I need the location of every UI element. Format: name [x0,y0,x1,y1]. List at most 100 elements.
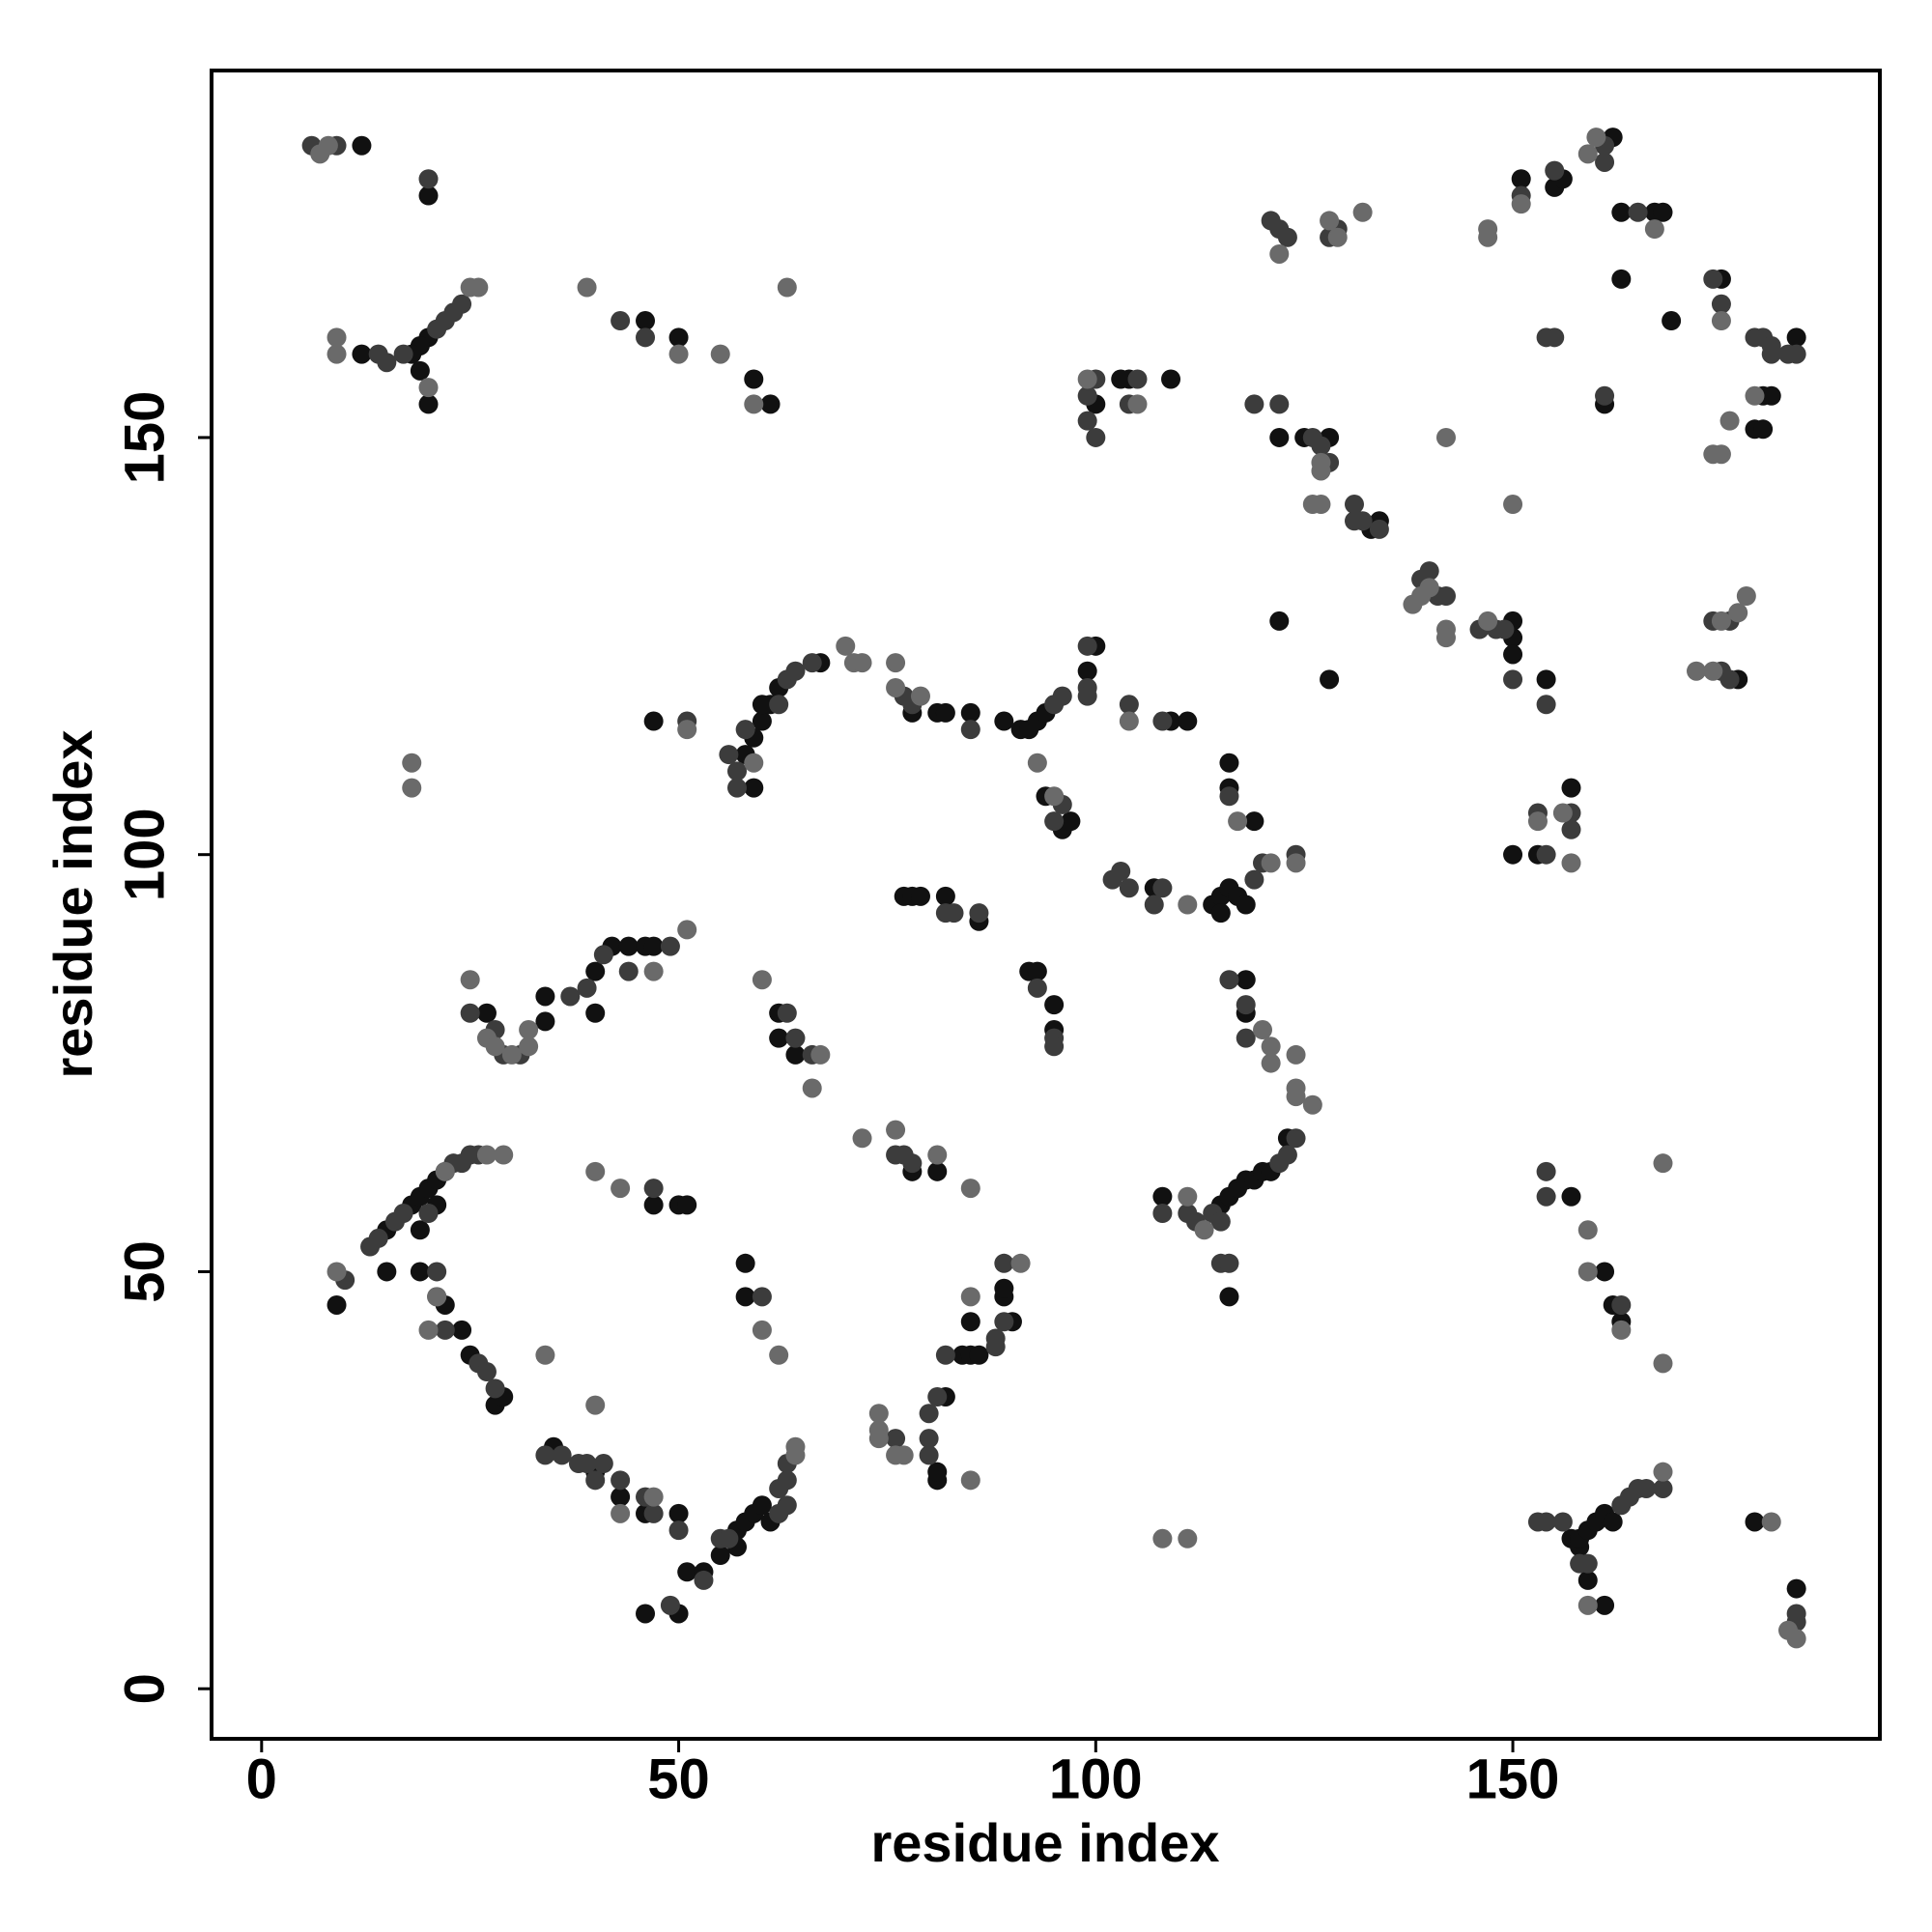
point [1545,327,1565,348]
point [760,394,781,414]
point [452,294,472,314]
point [327,327,347,348]
point [1561,778,1581,798]
point [1478,227,1498,247]
point [785,1028,806,1048]
point [452,1320,472,1340]
point [418,378,439,398]
point [1719,669,1740,690]
point [1228,811,1248,832]
point [710,1546,730,1566]
point [1044,995,1065,1015]
point [886,677,906,697]
point [1111,861,1131,881]
point [1595,1595,1615,1615]
point [668,1520,689,1541]
point [919,1445,939,1465]
point [410,1220,430,1240]
point [836,636,856,656]
point [1595,385,1615,406]
point [1311,461,1331,481]
point [577,978,597,998]
point [886,1120,906,1140]
point [435,1161,455,1181]
point [1277,1145,1297,1165]
y-axis-title: residue index [43,729,103,1078]
point [727,761,748,781]
point [777,1495,797,1516]
point [643,1487,664,1507]
point [377,1262,397,1282]
point [744,394,764,414]
point [935,886,955,906]
x-tick-label: 50 [647,1747,710,1810]
point [1219,970,1239,990]
point [1577,144,1598,164]
point [902,1153,923,1174]
point [476,1003,497,1023]
point [1545,160,1565,181]
point [694,1570,714,1590]
point [710,344,730,364]
y-tick-label: 150 [113,391,176,485]
point [1503,644,1523,665]
point [752,711,772,731]
point [560,986,581,1007]
point [1244,811,1264,832]
point [660,936,680,956]
point [643,961,664,981]
point [1527,811,1548,832]
point [1653,1462,1673,1482]
point [611,311,631,331]
point [643,711,664,731]
point [1503,495,1523,515]
point [927,1386,948,1406]
point [1536,695,1556,715]
point [1711,444,1731,465]
point [735,1253,755,1273]
point [1152,711,1173,731]
point [1662,311,1682,331]
point [593,1454,613,1474]
point [719,1528,739,1548]
point [1261,853,1281,873]
point [1119,695,1139,715]
point [577,1454,597,1474]
point [636,1604,656,1624]
point [1344,495,1364,515]
point [352,344,372,364]
point [1286,853,1306,873]
x-tick-label: 0 [246,1747,277,1810]
point [777,1003,797,1023]
point [1786,327,1806,348]
point [1552,1512,1573,1532]
point [1027,961,1047,981]
point [752,1495,772,1516]
point [752,970,772,990]
point [752,695,772,715]
point [668,327,689,348]
point [1703,269,1723,289]
point [752,1287,772,1307]
point [535,1445,555,1465]
point [777,277,797,298]
point [1536,669,1556,690]
point [1536,844,1556,865]
point [469,277,489,298]
point [1010,1253,1031,1273]
point [785,661,806,681]
point [435,1320,455,1340]
point [1636,1478,1657,1498]
point [1595,152,1615,172]
point [1736,586,1756,607]
point [1352,202,1373,222]
point [927,1462,948,1482]
point [501,1044,522,1065]
point [1077,385,1097,406]
point [485,1037,505,1057]
plot-frame [210,69,1882,1741]
point [636,327,656,348]
point [1219,1287,1239,1307]
point [1044,786,1065,807]
